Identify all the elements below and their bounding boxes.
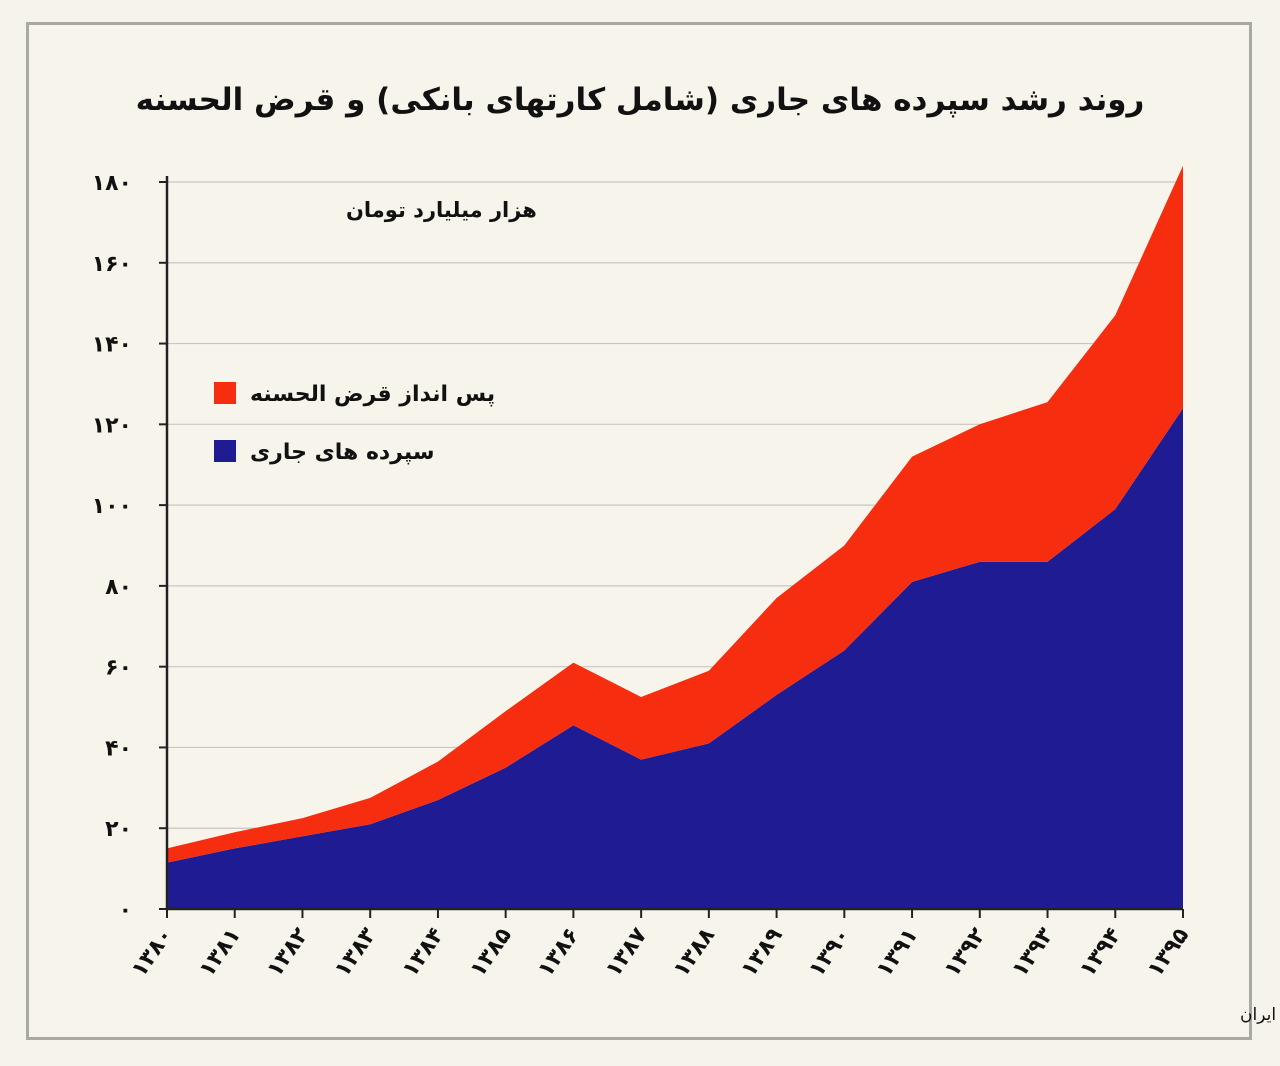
area-series-qard-al-hasanah-savings <box>167 165 1183 863</box>
y-tick-label: ۱۰۰ <box>92 494 132 519</box>
unit-label: هزار میلیارد تومان <box>346 198 537 222</box>
x-tick-label: ۱۳۸۰ <box>127 924 178 982</box>
x-tick-label: ۱۳۸۴ <box>398 924 449 982</box>
x-tick-label: ۱۳۹۱ <box>872 924 923 982</box>
x-tick-label: ۱۳۹۳ <box>1007 923 1059 982</box>
area-series-current-deposits <box>167 408 1183 909</box>
y-tick-label: ۰ <box>119 898 132 923</box>
x-tick-label: ۱۳۸۱ <box>195 924 246 982</box>
x-tick-label: ۱۳۸۶ <box>533 924 584 982</box>
x-axis-ticks: ۱۳۸۰ ۱۳۸۱ ۱۳۸۲ ۱۳۸۳ ۱۳۸۴ ۱۳۸۵ ۱۳۸۶ ۱۳۸۷ ۱۳۸۸ ۱۳۸۹… <box>127 923 1194 982</box>
legend-swatch <box>214 382 236 404</box>
x-tick-label: ۱۳۸۷ <box>601 923 653 982</box>
legend-label: سپرده های جاری <box>250 440 435 465</box>
legend: پس انداز قرض الحسنه سپرده های جاری <box>214 382 495 465</box>
y-tick-label: ۱۶۰ <box>92 252 132 277</box>
y-tick-label: ۸۰ <box>105 575 132 600</box>
x-tick-label: ۱۳۹۴ <box>1075 924 1126 982</box>
y-tick-label: ۱۲۰ <box>92 413 132 438</box>
axes <box>159 176 1184 918</box>
y-tick-label: ۱۸۰ <box>92 171 132 196</box>
source-credit: تحلیل و استنتاج: احسان سلطانی بر اساس دا… <box>1240 1005 1280 1025</box>
x-tick-label: ۱۳۸۸ <box>669 923 721 982</box>
x-tick-label: ۱۳۸۲ <box>262 923 314 982</box>
y-tick-label: ۴۰ <box>105 736 132 761</box>
x-tick-label: ۱۳۸۵ <box>466 924 517 982</box>
y-axis-ticks: ۰ ۲۰ ۴۰ ۶۰ ۸۰ ۱۰۰ ۱۲۰ ۱۴۰ ۱۶۰ ۱۸۰ <box>92 171 132 923</box>
area-series <box>167 165 1183 909</box>
y-tick-label: ۲۰ <box>105 817 132 842</box>
x-tick-label: ۱۳۸۹ <box>737 924 788 982</box>
chart-title: روند رشد سپرده های جاری (شامل کارتهای با… <box>136 82 1145 118</box>
x-tick-label: ۱۳۹۰ <box>804 924 855 982</box>
x-tick-label: ۱۳۹۲ <box>940 923 992 982</box>
y-tick-label: ۱۴۰ <box>92 333 132 358</box>
x-tick-label: ۱۳۹۵ <box>1143 924 1194 982</box>
legend-label: پس انداز قرض الحسنه <box>250 382 495 407</box>
x-tick-label: ۱۳۸۳ <box>330 923 382 982</box>
legend-swatch <box>214 440 236 462</box>
y-tick-label: ۶۰ <box>105 656 132 681</box>
